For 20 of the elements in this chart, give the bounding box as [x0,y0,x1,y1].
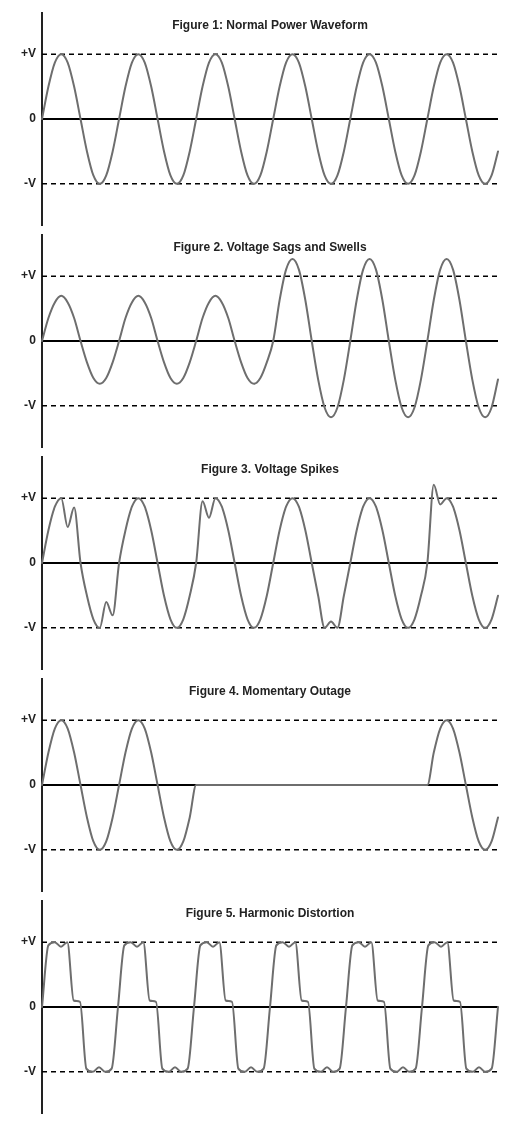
ref-line-label: +V [20,934,36,949]
ref-line-label: -V [24,842,36,857]
chart-title: Figure 1: Normal Power Waveform [172,18,368,33]
ref-line-label: 0 [29,111,37,126]
ref-line-label: -V [24,398,36,413]
chart-title: Figure 5. Harmonic Distortion [185,906,355,921]
ref-line-label: -V [24,1064,36,1079]
ref-line-label: 0 [29,777,37,792]
ref-line-label: -V [24,176,36,191]
ref-line-label: 0 [29,333,37,348]
ref-line-label: -V [24,620,36,635]
chart-title: Figure 3. Voltage Spikes [201,462,340,477]
ref-line-label: +V [20,46,36,61]
ref-line-label: 0 [29,999,37,1014]
ref-line-label: 0 [29,555,37,570]
ref-line-label: +V [20,712,36,727]
chart-title: Figure 2. Voltage Sags and Swells [173,240,367,255]
ref-line-label: +V [20,490,36,505]
chart-title: Figure 4. Momentary Outage [188,684,352,699]
ref-line-label: +V [20,268,36,283]
